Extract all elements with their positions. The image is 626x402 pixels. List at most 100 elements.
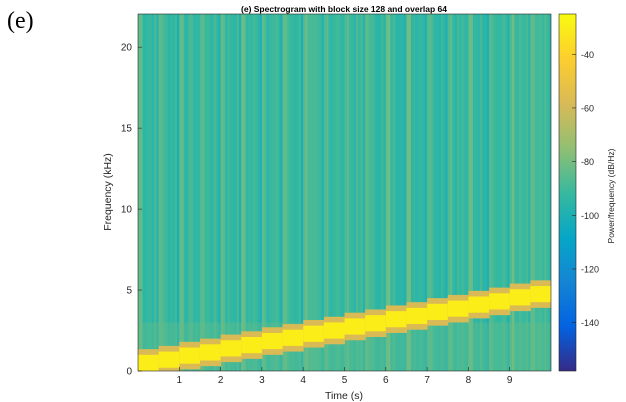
colorbar-axis: -40 -60 -80 -100 -120 -140 xyxy=(572,50,599,328)
heatmap-column xyxy=(202,14,205,371)
heatmap-column xyxy=(351,14,355,371)
heatmap-column xyxy=(491,14,495,371)
heatmap-column xyxy=(539,14,543,371)
heatmap-column xyxy=(310,14,313,371)
heatmap-column xyxy=(280,14,283,371)
heatmap-column xyxy=(167,14,171,371)
tone-band-step xyxy=(241,337,263,354)
heatmap-column xyxy=(282,14,286,371)
heatmap-column xyxy=(305,14,309,371)
tone-band-step xyxy=(138,354,160,371)
heatmap-column xyxy=(461,14,465,371)
colorbar-tick-label: -40 xyxy=(581,50,594,60)
heatmap-column xyxy=(259,14,263,371)
heatmap-column xyxy=(333,14,336,371)
heatmap-column xyxy=(443,14,446,371)
heatmap-column xyxy=(147,14,150,371)
heatmap-column xyxy=(525,14,529,371)
x-axis: 1 2 3 4 5 6 7 8 9 xyxy=(177,367,513,386)
heatmap-column xyxy=(445,14,449,371)
tone-band-step xyxy=(199,344,222,361)
heatmap-column xyxy=(323,14,327,371)
tone-band-step xyxy=(385,311,407,328)
heatmap-column xyxy=(509,14,513,371)
heatmap-column xyxy=(431,14,435,371)
x-axis-label: Time (s) xyxy=(325,390,363,402)
heatmap-column xyxy=(275,14,279,371)
heatmap-column xyxy=(486,14,490,371)
heatmap-column xyxy=(399,14,403,371)
heatmap-column xyxy=(411,14,414,371)
heatmap-column xyxy=(271,14,274,371)
tone-band-step xyxy=(179,347,201,364)
heatmap-column xyxy=(326,14,329,371)
heatmap-column xyxy=(378,14,382,371)
heatmap-column xyxy=(154,14,157,371)
heatmap-column xyxy=(296,14,300,371)
x-tick-label: 4 xyxy=(300,375,306,386)
heatmap-column xyxy=(374,14,378,371)
heatmap-column xyxy=(507,14,511,371)
heatmap-column xyxy=(466,14,469,371)
heatmap-column xyxy=(459,14,462,371)
heatmap-column xyxy=(372,14,375,371)
heatmap-column xyxy=(213,14,217,371)
colorbar-tick-label: -60 xyxy=(581,103,594,113)
heatmap-column xyxy=(138,14,141,371)
colorbar-tick-label: -140 xyxy=(581,318,599,328)
heatmap-column xyxy=(534,14,538,371)
y-tick-label: 20 xyxy=(121,43,133,54)
heatmap-column xyxy=(394,14,398,371)
heatmap-column xyxy=(227,14,231,371)
heatmap-column xyxy=(498,14,501,371)
x-tick-label: 3 xyxy=(259,375,265,386)
heatmap-column xyxy=(232,14,235,371)
tone-band-step xyxy=(509,289,531,306)
heatmap-column xyxy=(456,14,460,371)
colorbar-label: Power/frequency (dB/Hz) xyxy=(606,148,616,243)
y-tick-label: 15 xyxy=(121,124,133,135)
heatmap-column xyxy=(440,14,444,371)
heatmap-column xyxy=(156,14,160,371)
heatmap-column xyxy=(415,14,419,371)
panel-letter: (e) xyxy=(7,8,34,34)
heatmap-column xyxy=(268,14,272,371)
heatmap-column xyxy=(234,14,238,371)
heatmap-column xyxy=(209,14,212,371)
heatmap-column xyxy=(479,14,483,371)
heatmap-column xyxy=(172,14,176,371)
heatmap-column xyxy=(149,14,153,371)
heatmap-column xyxy=(158,14,162,371)
colorbar-tick-label: -80 xyxy=(581,157,594,167)
heatmap-column xyxy=(514,14,517,371)
heatmap-column xyxy=(199,14,203,371)
heatmap-column xyxy=(482,14,485,371)
heatmap-column xyxy=(222,14,226,371)
heatmap-column xyxy=(397,14,400,371)
heatmap-column xyxy=(211,14,215,371)
heatmap-column xyxy=(433,14,437,371)
heatmap-column xyxy=(165,14,169,371)
x-tick-label: 1 xyxy=(177,375,183,386)
heatmap-column xyxy=(177,14,180,371)
heatmap-column xyxy=(321,14,325,371)
heatmap-column xyxy=(216,14,219,371)
heatmap-column xyxy=(312,14,316,371)
heatmap-column xyxy=(475,14,478,371)
heatmap-column xyxy=(427,14,430,371)
heatmap-column xyxy=(404,14,407,371)
heatmap-column xyxy=(241,14,244,371)
x-tick-label: 7 xyxy=(424,375,430,386)
heatmap-column xyxy=(236,14,240,371)
heatmap-column xyxy=(436,14,439,371)
heatmap-column xyxy=(454,14,458,371)
y-tick-label: 0 xyxy=(126,367,132,378)
heatmap-column xyxy=(160,14,164,371)
heatmap-column xyxy=(314,14,318,371)
heatmap-column xyxy=(450,14,453,371)
heatmap-column xyxy=(360,14,364,371)
heatmap-column xyxy=(546,14,550,371)
heatmap-column xyxy=(401,14,405,371)
x-tick-label: 9 xyxy=(507,375,513,386)
tone-band-step xyxy=(447,300,469,317)
